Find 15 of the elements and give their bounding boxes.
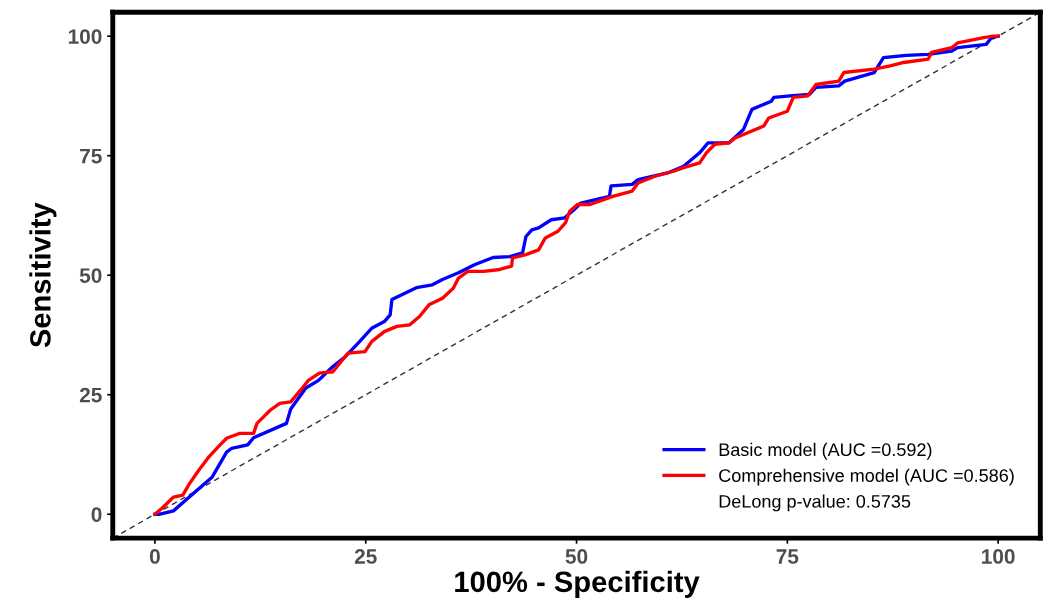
y-tick-label: 50 (79, 268, 102, 283)
y-tick-label: 25 (79, 387, 102, 403)
x-axis-title: 100% - Specificity (455, 570, 700, 598)
x-tick-label: 100 (982, 549, 1015, 564)
legend-label: Basic model (AUC =0.592) (719, 442, 932, 460)
x-tick-label: 50 (565, 549, 588, 564)
x-tick-label: 25 (354, 549, 377, 564)
y-tick-label: 75 (80, 148, 102, 164)
legend-label: Comprehensive model (AUC =0.586) (719, 468, 1014, 486)
annotation: DeLong p-value: 0.5735 (719, 494, 911, 512)
x-tick-label: 75 (776, 549, 799, 564)
y-tick-label: 100 (68, 29, 102, 44)
y-tick-label: 0 (91, 507, 102, 522)
x-tick-label: 0 (149, 549, 160, 564)
y-axis-title: Sensitivity (29, 202, 57, 348)
